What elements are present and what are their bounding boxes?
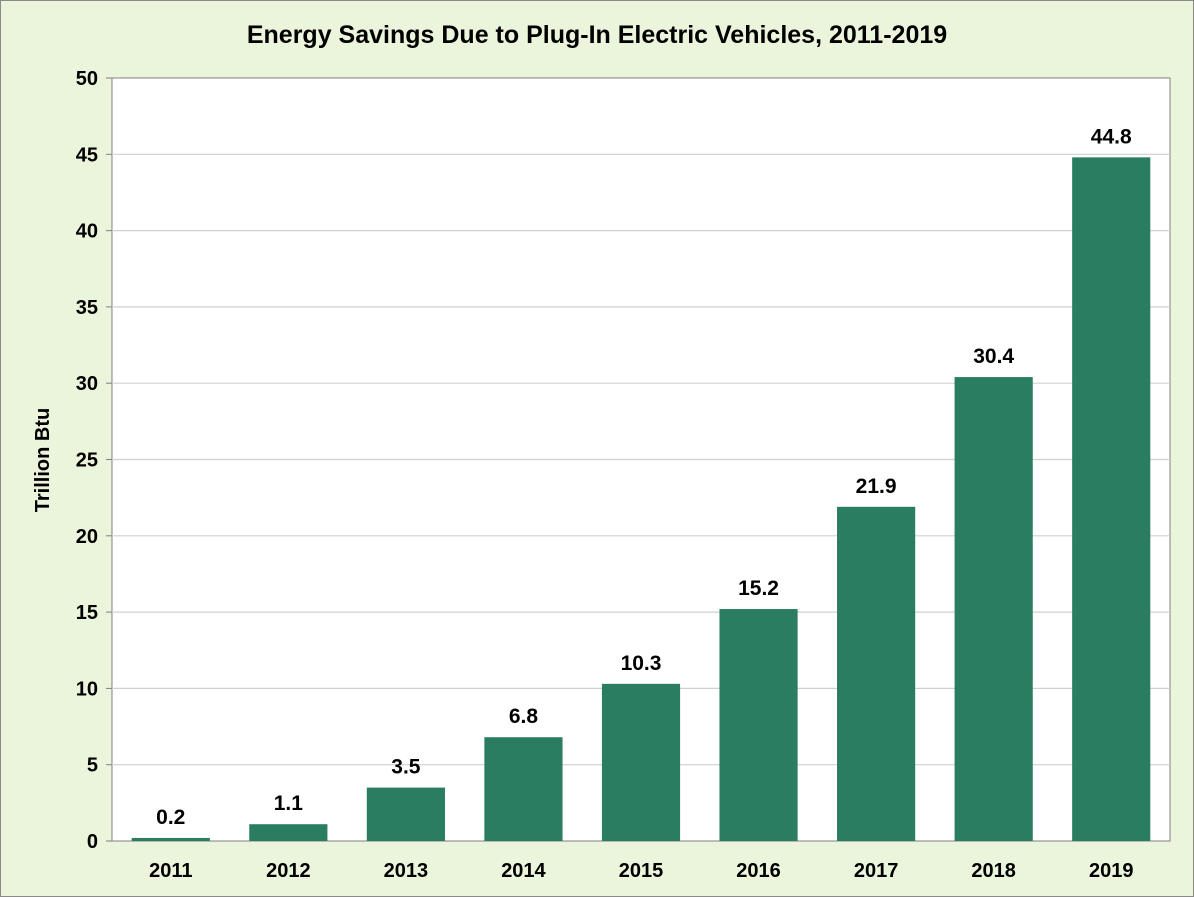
data-label-2013: 3.5 xyxy=(391,756,421,779)
data-label-2017: 21.9 xyxy=(856,475,897,498)
y-tick-label: 15 xyxy=(76,602,98,624)
y-tick-label: 35 xyxy=(76,297,98,319)
x-tick-label-2012: 2012 xyxy=(266,860,311,882)
y-tick-label: 25 xyxy=(76,450,98,472)
bar-2012 xyxy=(249,824,328,841)
bar-2011 xyxy=(131,837,210,841)
x-tick-label-2018: 2018 xyxy=(971,860,1016,882)
y-tick-label: 30 xyxy=(76,373,98,395)
y-tick-label: 40 xyxy=(76,221,98,243)
bar-2016 xyxy=(719,609,798,841)
data-label-2011: 0.2 xyxy=(156,806,185,829)
x-tick-label-2019: 2019 xyxy=(1089,860,1134,882)
y-axis-label: Trillion Btu xyxy=(32,408,54,512)
y-tick-label: 45 xyxy=(76,144,98,166)
bar-2019 xyxy=(1072,157,1151,842)
data-label-2015: 10.3 xyxy=(621,652,662,675)
x-tick-label-2014: 2014 xyxy=(501,860,546,882)
y-tick-label: 0 xyxy=(87,831,98,853)
data-labels: 0.2 1.1 3.5 6.8 10.3 15.2 21.9 30.4 44.8 xyxy=(156,125,1132,829)
x-tick-label-2013: 2013 xyxy=(384,860,429,882)
x-tick-label-2015: 2015 xyxy=(619,860,664,882)
data-label-2014: 6.8 xyxy=(509,705,539,728)
y-tick-label: 10 xyxy=(76,678,98,700)
bar-2013 xyxy=(366,787,445,841)
x-tick-label-2017: 2017 xyxy=(854,860,899,882)
x-tick-label-2011: 2011 xyxy=(149,860,192,882)
y-tick-label: 20 xyxy=(76,526,98,548)
data-label-2018: 30.4 xyxy=(973,345,1014,368)
y-axis-ticks: 0 5 10 15 20 25 30 35 40 45 50 xyxy=(76,68,112,853)
bar-2017 xyxy=(837,506,916,841)
bars xyxy=(131,157,1151,842)
data-label-2012: 1.1 xyxy=(274,792,304,815)
chart-title: Energy Savings Due to Plug-In Electric V… xyxy=(247,21,947,49)
data-label-2019: 44.8 xyxy=(1091,125,1132,148)
bar-2015 xyxy=(601,683,681,841)
bar-2018 xyxy=(954,377,1033,841)
bar-2014 xyxy=(484,737,563,841)
x-tick-label-2016: 2016 xyxy=(736,860,781,882)
y-tick-label: 50 xyxy=(76,68,98,90)
y-tick-label: 5 xyxy=(87,755,98,777)
data-label-2016: 15.2 xyxy=(738,577,779,600)
x-axis-ticks: 2011 2012 2013 2014 2015 2016 2017 2018 2019 xyxy=(149,860,1133,882)
